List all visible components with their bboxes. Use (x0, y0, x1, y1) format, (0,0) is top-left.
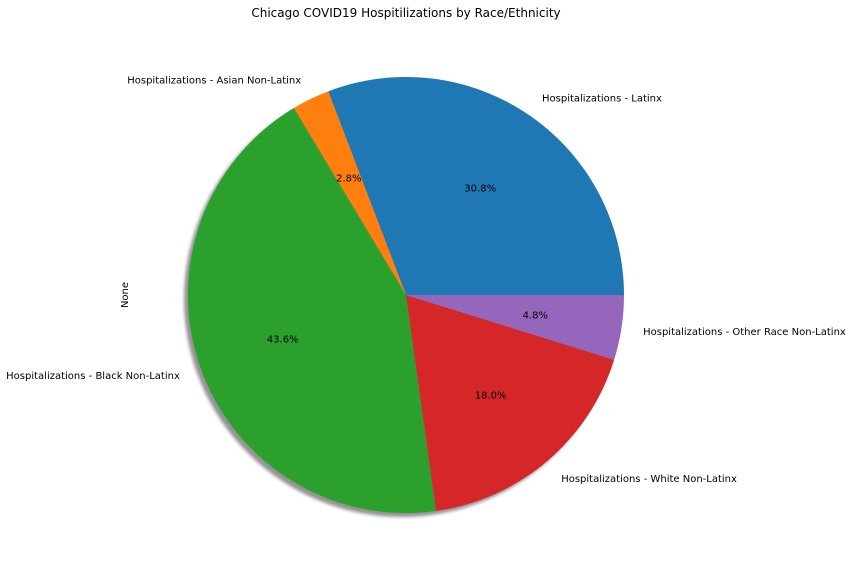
slice-label: Hospitalizations - Other Race Non-Latinx (643, 327, 846, 338)
slice-percent-label: 30.8% (464, 183, 496, 194)
slice-label: Hospitalizations - Latinx (542, 94, 662, 105)
pie-slice (406, 295, 624, 360)
slice-percent-label: 4.8% (523, 311, 548, 322)
slice-percent-label: 18.0% (475, 391, 507, 402)
slice-label: Hospitalizations - Black Non-Latinx (6, 371, 180, 382)
slice-percent-label: 43.6% (267, 335, 299, 346)
pie-slice (293, 91, 406, 295)
pie-slice (328, 77, 624, 295)
pie-slice (187, 108, 437, 513)
y-axis-label: None (120, 282, 131, 308)
chart-title: Chicago COVID19 Hospitilizations by Race… (251, 6, 560, 20)
pie-slice (406, 295, 615, 511)
slice-label: Hospitalizations - Asian Non-Latinx (127, 75, 301, 86)
pie-labels: Hospitalizations - Latinx 30.8% Hospitaliz… (6, 75, 846, 485)
pie-slices (187, 77, 624, 513)
slice-percent-label: 2.8% (336, 173, 361, 184)
slice-label: Hospitalizations - White Non-Latinx (561, 474, 737, 485)
